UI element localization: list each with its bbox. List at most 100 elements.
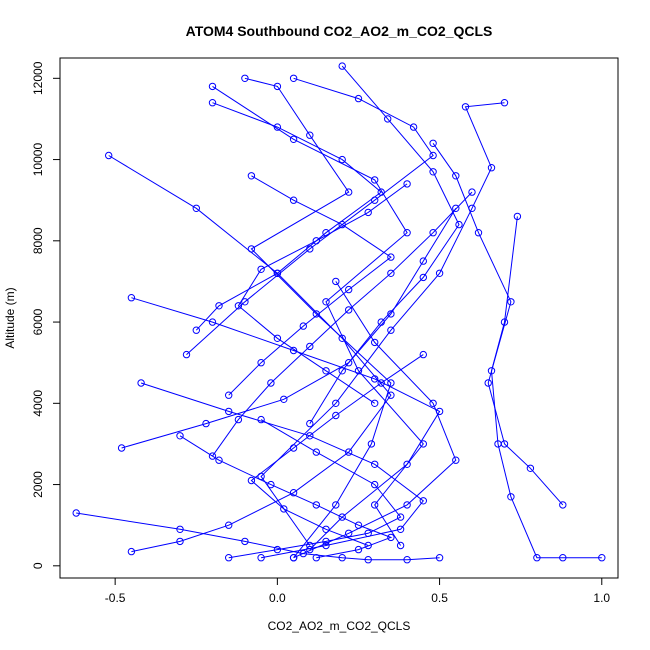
data-point	[419, 497, 427, 505]
series-line	[108, 155, 392, 553]
data-point	[371, 460, 379, 468]
data-point	[322, 525, 330, 533]
series-line	[309, 65, 460, 424]
data-point	[429, 229, 437, 237]
series-line	[228, 175, 392, 396]
data-point	[208, 99, 217, 107]
data-point	[192, 204, 201, 213]
data-point	[241, 298, 249, 306]
data-point	[273, 545, 282, 554]
data-point	[396, 541, 405, 550]
data-point	[354, 545, 363, 554]
y-tick-label: 4000	[31, 390, 45, 417]
y-tick-label: 6000	[31, 308, 45, 335]
data-point	[208, 452, 217, 460]
data-point	[345, 285, 353, 294]
data-point	[234, 302, 243, 310]
data-point	[127, 294, 136, 302]
data-point	[241, 74, 249, 83]
data-point	[306, 131, 314, 139]
data-point	[500, 440, 509, 448]
data-point	[127, 547, 136, 556]
data-point	[429, 151, 437, 160]
data-point	[257, 554, 265, 562]
data-point	[322, 537, 330, 546]
data-point	[225, 554, 233, 562]
data-point	[364, 208, 372, 217]
data-point	[332, 411, 340, 420]
data-point	[289, 196, 298, 204]
data-point	[273, 82, 282, 91]
data-point	[225, 407, 233, 416]
series-line	[76, 512, 440, 561]
series-line	[432, 143, 564, 506]
data-point	[257, 265, 265, 273]
data-point	[322, 541, 330, 550]
data-point	[72, 509, 80, 517]
data-point	[273, 269, 282, 277]
data-point	[387, 533, 395, 542]
data-point	[387, 391, 395, 399]
data-point	[306, 419, 314, 428]
y-tick-label: 0	[31, 562, 45, 569]
data-point	[137, 379, 145, 387]
data-point	[474, 229, 483, 237]
data-point	[338, 220, 346, 229]
data-point	[559, 554, 567, 562]
data-point	[403, 460, 411, 468]
x-axis: -0.5 0.0 0.5 1.0	[105, 577, 610, 605]
data-point	[507, 298, 515, 306]
data-point	[364, 529, 372, 537]
series-line	[186, 77, 434, 355]
data-point	[208, 82, 217, 91]
data-point	[371, 176, 379, 184]
data-point	[384, 115, 392, 123]
data-point	[403, 501, 411, 509]
data-point	[306, 342, 314, 351]
data-point	[202, 419, 210, 428]
data-point	[345, 359, 353, 367]
data-point	[345, 188, 353, 196]
data-point	[419, 273, 427, 282]
data-point	[452, 204, 460, 213]
data-point	[105, 151, 113, 160]
series-line	[131, 297, 441, 550]
data-point	[403, 180, 411, 188]
data-point	[484, 379, 492, 387]
series-line	[260, 102, 505, 546]
data-point	[215, 302, 223, 310]
data-point	[299, 549, 307, 558]
data-point	[377, 188, 385, 196]
data-point	[487, 164, 496, 172]
data-point	[377, 318, 385, 326]
data-point	[419, 257, 427, 265]
data-point	[559, 501, 567, 509]
data-point	[387, 253, 395, 261]
data-point	[387, 379, 395, 387]
data-point	[435, 554, 444, 562]
data-point	[371, 399, 379, 407]
data-point	[234, 415, 243, 424]
data-point	[364, 541, 372, 550]
data-point	[338, 155, 346, 164]
data-point	[176, 537, 184, 546]
data-point	[371, 375, 379, 383]
data-point	[182, 350, 191, 359]
data-point	[461, 103, 470, 111]
data-point	[403, 556, 411, 564]
data-point	[241, 537, 249, 546]
data-point	[377, 379, 385, 387]
data-point	[332, 399, 340, 407]
data-point	[312, 237, 320, 245]
data-point	[176, 525, 184, 533]
data-point	[267, 480, 275, 489]
data-point	[455, 220, 463, 229]
data-point	[429, 399, 437, 407]
data-point	[452, 172, 460, 180]
y-tick-label: 10000	[31, 143, 45, 177]
data-point	[507, 493, 515, 501]
data-point	[289, 444, 298, 452]
y-tick-label: 12000	[31, 61, 45, 95]
data-point	[345, 529, 353, 537]
y-tick-label: 2000	[31, 471, 45, 498]
